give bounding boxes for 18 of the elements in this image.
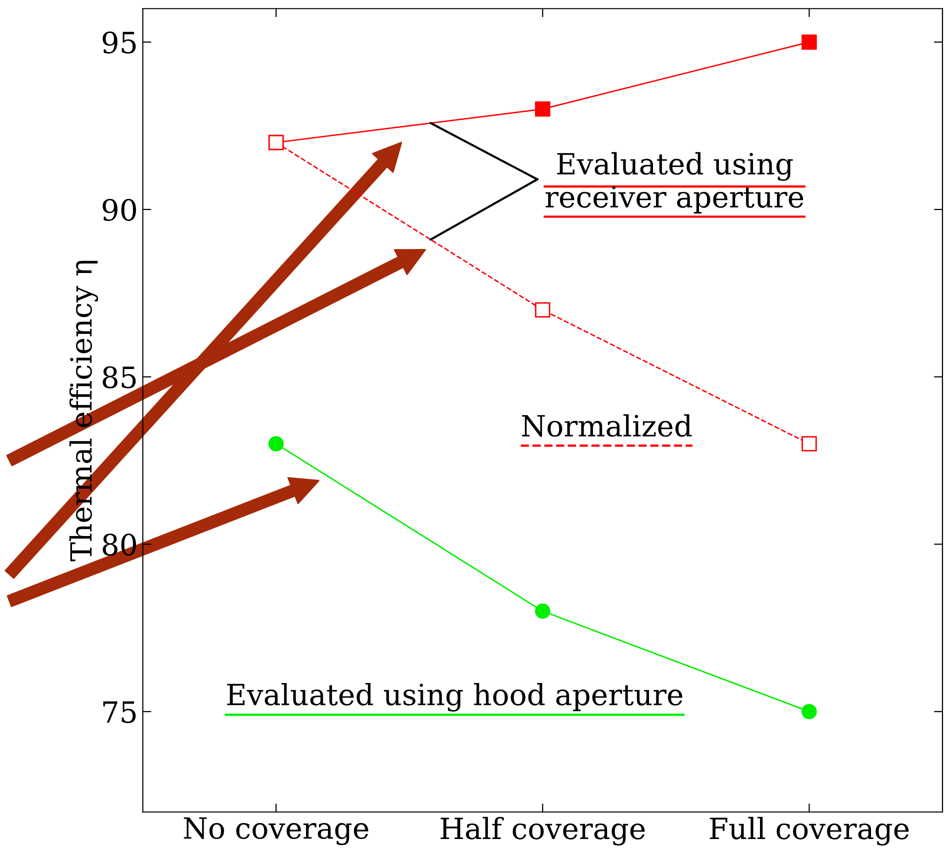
y-axis-title: Thermal efficiency η bbox=[69, 260, 98, 562]
point bbox=[802, 704, 817, 720]
point bbox=[268, 436, 284, 452]
series-label: Normalized bbox=[522, 414, 692, 437]
point bbox=[802, 34, 817, 50]
x-tick-label: No coverage bbox=[184, 817, 368, 846]
y-tick-label: 90 bbox=[102, 198, 136, 221]
x-tick-label: Half coverage bbox=[440, 816, 645, 846]
point bbox=[535, 604, 550, 619]
y-tick-label: 95 bbox=[102, 32, 136, 54]
series-label: Evaluated using receiver aperture bbox=[546, 152, 804, 214]
x-tick-label: Full coverage bbox=[710, 816, 909, 846]
y-tick-label: 75 bbox=[103, 701, 136, 724]
point bbox=[535, 101, 550, 117]
y-tick-label: 85 bbox=[102, 366, 136, 388]
y-tick-label: 80 bbox=[102, 534, 136, 556]
series-label: Evaluated using hood aperture bbox=[227, 682, 682, 712]
point bbox=[535, 302, 550, 318]
